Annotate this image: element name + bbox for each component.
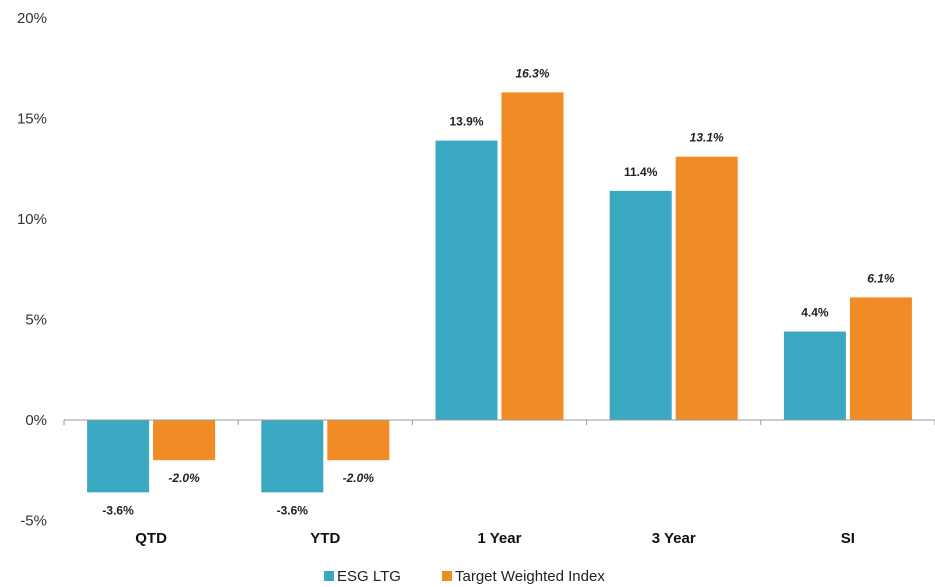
value-label: 13.1% <box>690 131 724 145</box>
category-label: SI <box>841 530 855 547</box>
bar-esg-ltg-ytd <box>261 420 324 493</box>
legend-swatch <box>324 571 334 581</box>
x-axis-ticks <box>63 420 935 425</box>
category-label: 3 Year <box>652 530 696 547</box>
y-tick-label: 5% <box>25 312 47 329</box>
value-label: 4.4% <box>801 306 829 320</box>
bar-target-weighted-index-si <box>849 297 912 420</box>
category-labels: QTD YTD 1 Year 3 Year SI <box>135 530 855 547</box>
y-tick-label: 10% <box>17 211 47 228</box>
value-label: -2.0% <box>168 471 200 485</box>
legend-swatch <box>442 571 452 581</box>
bar-target-weighted-index-ytd <box>327 420 390 461</box>
value-labels: -3.6% -2.0% -3.6% -2.0% 13.9% 16.3% 11.4% 13.1%… <box>102 66 894 517</box>
bar-target-weighted-index-3-year <box>675 156 738 420</box>
bar-target-weighted-index-1-year <box>501 92 564 421</box>
bars <box>87 92 912 493</box>
category-label: YTD <box>310 530 340 547</box>
value-label: 6.1% <box>867 271 895 285</box>
bar-esg-ltg-qtd <box>87 420 150 493</box>
value-label: 11.4% <box>624 165 658 179</box>
y-axis-ticks: 20% 15% 10% 5% 0% -5% <box>17 10 47 530</box>
bar-esg-ltg-3-year <box>609 190 672 420</box>
category-label: 1 Year <box>478 530 522 547</box>
value-label: 16.3% <box>515 66 549 80</box>
value-label: 13.9% <box>449 115 483 129</box>
y-tick-label: 0% <box>25 412 47 429</box>
legend: ESG LTG Target Weighted Index <box>324 568 605 585</box>
legend-label: ESG LTG <box>337 568 401 585</box>
y-tick-label: 15% <box>17 111 47 128</box>
value-label: -3.6% <box>277 503 309 517</box>
y-tick-label: -5% <box>20 513 47 530</box>
bar-esg-ltg-si <box>783 331 846 420</box>
category-label: QTD <box>135 530 167 547</box>
value-label: -2.0% <box>343 471 375 485</box>
legend-label: Target Weighted Index <box>455 568 605 585</box>
y-tick-label: 20% <box>17 10 47 27</box>
bar-target-weighted-index-qtd <box>153 420 216 461</box>
value-label: -3.6% <box>102 503 134 517</box>
bar-esg-ltg-1-year <box>435 140 498 421</box>
